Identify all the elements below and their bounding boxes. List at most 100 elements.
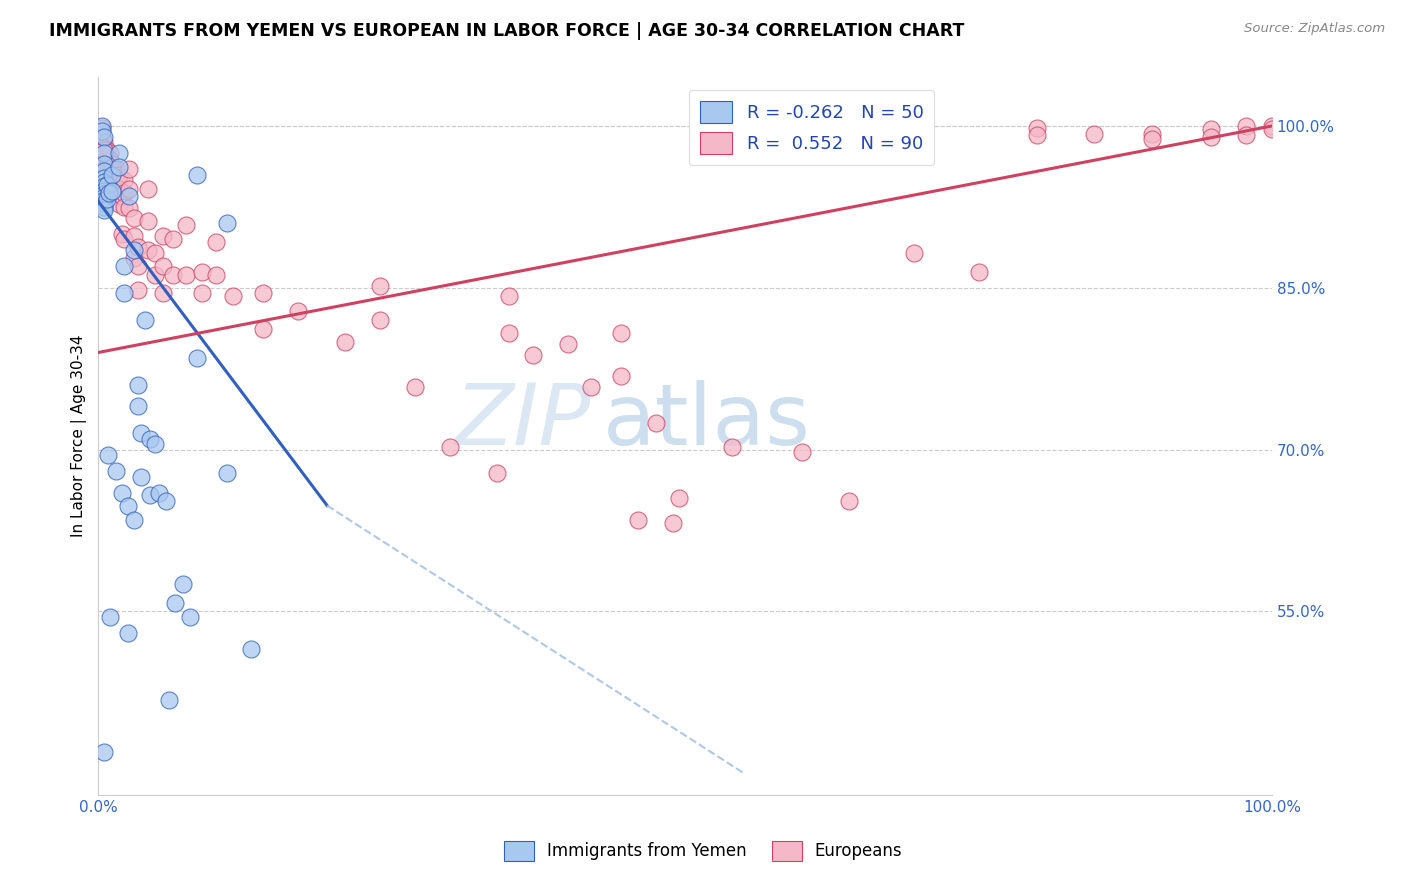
Legend: R = -0.262   N = 50, R =  0.552   N = 90: R = -0.262 N = 50, R = 0.552 N = 90 [689, 90, 934, 165]
Point [90, 127, 112, 141]
Text: Source: ZipAtlas.com: Source: ZipAtlas.com [1244, 22, 1385, 36]
Point [157, 693, 180, 707]
Point [1199, 129, 1222, 144]
Point [217, 216, 239, 230]
Point [1234, 119, 1257, 133]
Point [148, 485, 170, 500]
Point [93, 129, 115, 144]
Point [93, 135, 115, 149]
Point [581, 380, 603, 394]
Point [98, 609, 121, 624]
Point [108, 160, 131, 174]
Point [139, 432, 162, 446]
Point [93, 184, 115, 198]
Point [498, 326, 520, 340]
Point [1140, 132, 1163, 146]
Point [104, 173, 127, 187]
Point [93, 190, 115, 204]
Point [101, 184, 124, 198]
Point [93, 196, 115, 211]
Point [93, 145, 115, 160]
Point [252, 322, 274, 336]
Point [104, 181, 127, 195]
Point [112, 232, 135, 246]
Point [118, 201, 141, 215]
Point [152, 286, 174, 301]
Point [93, 140, 115, 154]
Point [721, 441, 744, 455]
Point [90, 121, 112, 136]
Point [162, 268, 184, 282]
Point [118, 162, 141, 177]
Point [176, 268, 198, 282]
Text: atlas: atlas [603, 380, 811, 463]
Point [139, 488, 162, 502]
Point [96, 157, 118, 171]
Point [127, 259, 149, 273]
Point [1083, 127, 1105, 141]
Point [152, 259, 174, 273]
Point [522, 348, 544, 362]
Point [143, 246, 166, 260]
Point [903, 246, 925, 260]
Point [557, 336, 579, 351]
Point [112, 200, 135, 214]
Point [93, 143, 115, 157]
Point [96, 192, 118, 206]
Point [97, 153, 120, 168]
Point [122, 243, 145, 257]
Point [136, 181, 159, 195]
Point [644, 416, 666, 430]
Point [122, 513, 145, 527]
Point [127, 283, 149, 297]
Point [190, 286, 212, 301]
Point [108, 196, 131, 211]
Point [155, 494, 177, 508]
Point [127, 240, 149, 254]
Point [96, 178, 118, 193]
Text: IMMIGRANTS FROM YEMEN VS EUROPEAN IN LABOR FORCE | AGE 30-34 CORRELATION CHART: IMMIGRANTS FROM YEMEN VS EUROPEAN IN LAB… [49, 22, 965, 40]
Point [143, 437, 166, 451]
Point [97, 160, 120, 174]
Point [98, 162, 121, 177]
Point [93, 157, 115, 171]
Point [118, 189, 141, 203]
Point [93, 194, 115, 208]
Point [404, 380, 426, 394]
Point [108, 181, 131, 195]
Legend: Immigrants from Yemen, Europeans: Immigrants from Yemen, Europeans [496, 834, 910, 868]
Point [498, 289, 520, 303]
Point [129, 469, 152, 483]
Point [93, 179, 115, 194]
Point [101, 164, 124, 178]
Point [117, 626, 139, 640]
Point [104, 464, 127, 478]
Point [108, 168, 131, 182]
Point [162, 232, 184, 246]
Point [93, 200, 115, 214]
Point [90, 124, 112, 138]
Point [792, 444, 814, 458]
Point [143, 268, 166, 282]
Point [90, 119, 112, 133]
Point [439, 441, 461, 455]
Point [122, 211, 145, 225]
Point [97, 186, 120, 200]
Point [239, 642, 262, 657]
Point [152, 229, 174, 244]
Point [122, 229, 145, 244]
Point [1199, 122, 1222, 136]
Point [176, 218, 198, 232]
Point [101, 173, 124, 187]
Point [97, 448, 120, 462]
Point [112, 173, 135, 187]
Point [204, 268, 226, 282]
Point [186, 168, 208, 182]
Point [127, 377, 149, 392]
Point [333, 334, 356, 349]
Point [967, 264, 990, 278]
Point [104, 162, 127, 177]
Point [93, 145, 115, 160]
Point [668, 491, 690, 505]
Point [98, 153, 121, 168]
